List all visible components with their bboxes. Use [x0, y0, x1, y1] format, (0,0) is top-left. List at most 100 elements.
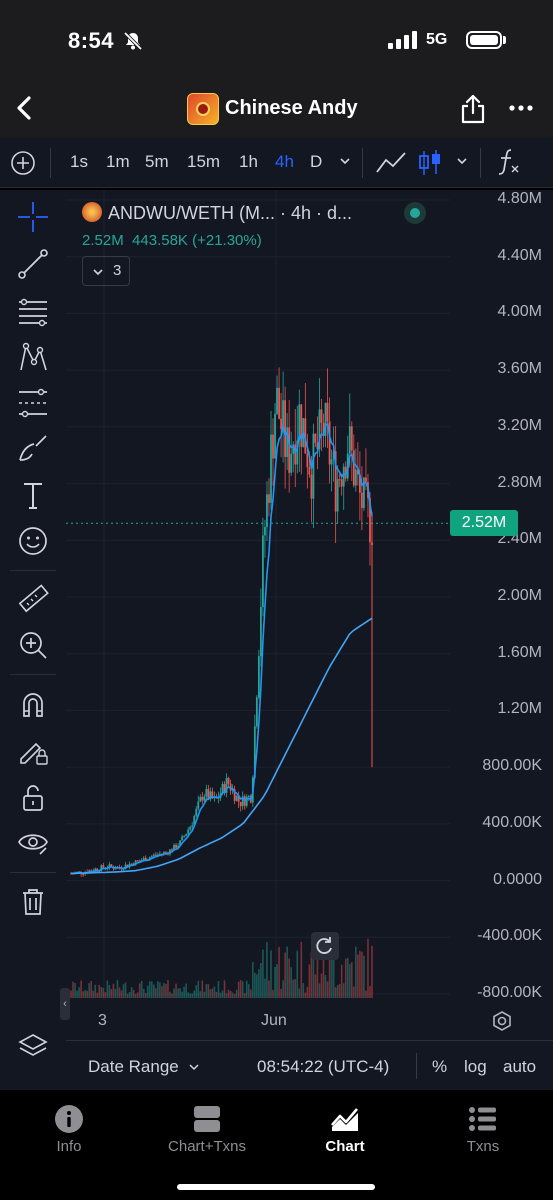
zoom-in-icon[interactable]: [14, 626, 52, 664]
volume-bar: [148, 981, 151, 998]
projection-icon[interactable]: [14, 384, 52, 422]
candle-body: [177, 845, 179, 848]
volume-bar: [86, 990, 88, 998]
volume-bar: [274, 966, 276, 998]
eye-icon[interactable]: [14, 824, 52, 862]
auto-toggle[interactable]: auto: [503, 1057, 537, 1076]
price-chart[interactable]: [66, 190, 553, 1040]
indicators-fx-icon[interactable]: [496, 146, 522, 181]
chevron-down-icon: [93, 269, 103, 276]
tab-chart-txns[interactable]: Chart+Txns: [157, 1104, 257, 1155]
tab-txns[interactable]: Txns: [433, 1104, 533, 1155]
candle-body: [338, 479, 341, 481]
layers-panel: [0, 1020, 66, 1090]
candle-body: [207, 788, 210, 800]
candle-body: [340, 479, 343, 487]
candle-body: [280, 418, 282, 430]
reset-chart-icon[interactable]: [311, 932, 339, 960]
timeframe-d[interactable]: D: [310, 152, 323, 171]
unlock-icon[interactable]: [14, 778, 52, 816]
timeframe-1m[interactable]: 1m: [106, 152, 130, 171]
timeframe-5m[interactable]: 5m: [145, 152, 169, 171]
magnet-icon[interactable]: [14, 686, 52, 724]
volume-bar: [82, 991, 84, 998]
volume-bar: [120, 990, 123, 998]
text-tool-icon[interactable]: [14, 476, 52, 514]
more-icon[interactable]: [508, 96, 534, 125]
candle-body: [205, 788, 208, 797]
candle-body: [144, 857, 147, 861]
percent-toggle[interactable]: %: [432, 1057, 448, 1076]
volume-bar: [260, 963, 262, 998]
candle-body: [221, 783, 224, 794]
candles-icon[interactable]: [418, 148, 442, 183]
candle-body: [336, 479, 339, 512]
candle-body: [369, 497, 371, 543]
candle-body: [330, 459, 333, 465]
volume-bar: [276, 964, 278, 998]
chevron-down-icon[interactable]: [455, 154, 469, 173]
trend-line-icon[interactable]: [14, 245, 52, 283]
candle-body: [136, 860, 139, 862]
tab-info[interactable]: Info: [19, 1104, 119, 1155]
volume-bar: [126, 993, 129, 998]
lock-drawing-icon[interactable]: [14, 732, 52, 770]
candle-body: [165, 852, 167, 854]
ruler-icon[interactable]: [14, 580, 52, 618]
collapse-toolbar-icon[interactable]: ‹: [60, 988, 70, 1020]
volume-bar: [249, 989, 252, 998]
trash-icon[interactable]: [14, 882, 52, 920]
volume-bar: [264, 978, 266, 998]
volume-bar: [144, 993, 147, 998]
timeframe-1h[interactable]: 1h: [239, 152, 258, 171]
drawing-toolbar: [0, 190, 66, 1020]
candle-body: [179, 840, 181, 846]
volume-bar: [225, 993, 228, 998]
volume-bar: [350, 962, 353, 998]
timeframe-15m[interactable]: 15m: [187, 152, 221, 171]
line-chart-icon[interactable]: [375, 150, 407, 181]
chevron-down-icon[interactable]: [338, 154, 352, 173]
tab-label: Chart: [325, 1138, 365, 1155]
indicators-toggle[interactable]: 3: [82, 256, 130, 286]
candle-body: [358, 474, 361, 493]
candle-body: [181, 836, 184, 841]
log-toggle[interactable]: log: [464, 1057, 487, 1076]
timeframe-1s[interactable]: 1s: [70, 152, 88, 171]
volume-bar: [308, 964, 311, 998]
volume-bar: [215, 992, 218, 998]
candle-body: [126, 864, 129, 867]
time-zone-clock[interactable]: 08:54:22 (UTC-4): [257, 1057, 390, 1076]
share-icon[interactable]: [460, 94, 486, 129]
candle-body: [348, 426, 351, 454]
date-range-button[interactable]: Date Range: [88, 1057, 179, 1076]
volume-bar: [324, 975, 327, 998]
fib-retracement-icon[interactable]: [14, 292, 52, 330]
volume-bar: [92, 990, 95, 998]
crosshair-icon[interactable]: [14, 198, 52, 236]
layers-icon[interactable]: [16, 1030, 50, 1069]
symbol-legend[interactable]: ANDWU/WETH (M... · 4h · d...: [82, 202, 352, 224]
volume-bar: [80, 980, 82, 998]
volume-bar: [118, 987, 121, 998]
candle-body: [148, 857, 151, 860]
candle-body: [191, 825, 194, 827]
timeframe-4h[interactable]: 4h: [275, 152, 294, 171]
volume-bar: [207, 984, 210, 998]
brush-icon[interactable]: [14, 430, 52, 468]
candle-body: [239, 801, 242, 807]
tab-chart[interactable]: Chart: [295, 1104, 395, 1155]
chart-pane[interactable]: [66, 190, 553, 1040]
volume-bar: [94, 984, 97, 998]
volume-bar: [322, 938, 325, 998]
pattern-icon[interactable]: [14, 338, 52, 376]
volume-bar: [286, 946, 288, 998]
token-logo: [187, 93, 219, 125]
back-icon[interactable]: [14, 95, 36, 126]
add-symbol-icon[interactable]: [10, 150, 36, 181]
emoji-icon[interactable]: [14, 522, 52, 560]
candle-body: [241, 796, 244, 807]
chevron-down-icon[interactable]: [188, 1061, 200, 1073]
price-axis-label: 400.00K: [482, 813, 542, 831]
chart-settings-icon[interactable]: [491, 1010, 513, 1037]
